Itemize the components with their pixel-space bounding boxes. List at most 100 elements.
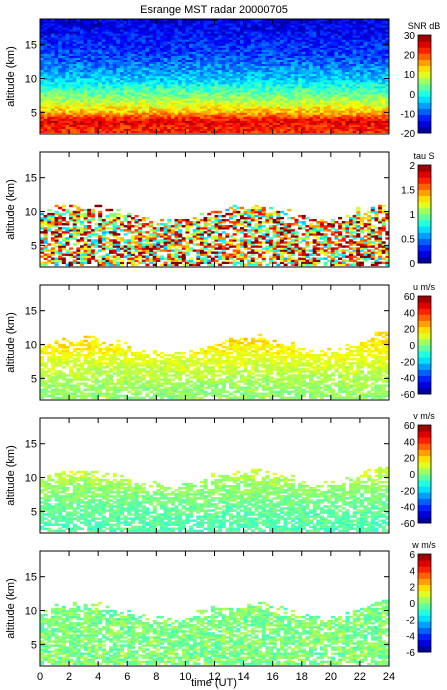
heatmap-cell bbox=[207, 33, 212, 36]
heatmap-cell bbox=[40, 25, 45, 28]
heatmap-cell bbox=[116, 47, 121, 50]
heatmap-cell bbox=[214, 25, 219, 28]
heatmap-cell bbox=[69, 53, 74, 56]
heatmap-cell bbox=[90, 33, 95, 36]
heatmap-cell bbox=[109, 83, 114, 87]
heatmap-cell bbox=[196, 69, 201, 73]
heatmap-cell bbox=[254, 53, 259, 56]
heatmap-cell bbox=[145, 98, 150, 101]
heatmap-cell bbox=[323, 33, 328, 36]
heatmap-cell bbox=[229, 59, 234, 63]
heatmap-cell bbox=[207, 31, 212, 34]
heatmap-cell bbox=[327, 65, 332, 69]
heatmap-cell bbox=[232, 75, 237, 79]
heatmap-cell bbox=[327, 102, 332, 105]
heatmap-cell bbox=[283, 53, 288, 56]
heatmap-cell bbox=[54, 53, 59, 56]
heatmap-cell bbox=[290, 90, 295, 93]
heatmap-cell bbox=[90, 128, 95, 132]
heatmap-cell bbox=[119, 21, 125, 24]
heatmap-cell bbox=[283, 65, 288, 69]
heatmap-cell bbox=[265, 116, 270, 119]
heatmap-cell bbox=[40, 21, 45, 24]
heatmap-cell bbox=[98, 116, 103, 119]
heatmap-cell bbox=[229, 79, 234, 83]
heatmap-cell bbox=[174, 57, 179, 60]
heatmap-cell bbox=[138, 63, 143, 67]
heatmap-cell bbox=[279, 21, 284, 24]
heatmap-cell bbox=[199, 128, 204, 132]
heatmap-cell bbox=[338, 57, 343, 60]
heatmap-cell bbox=[83, 41, 88, 44]
heatmap-cell bbox=[185, 23, 190, 26]
heatmap-cell bbox=[269, 67, 274, 71]
heatmap-cell bbox=[109, 79, 114, 83]
heatmap-cell bbox=[43, 19, 48, 22]
heatmap-cell bbox=[105, 21, 110, 24]
heatmap-cell bbox=[178, 57, 183, 60]
heatmap-cell bbox=[58, 53, 63, 56]
heatmap-cell bbox=[341, 43, 346, 46]
heatmap-cell bbox=[283, 33, 288, 36]
heatmap-cell bbox=[243, 23, 248, 26]
heatmap-cell bbox=[83, 37, 88, 40]
heatmap-cell bbox=[261, 63, 266, 67]
heatmap-cell bbox=[101, 55, 106, 58]
heatmap-cell bbox=[236, 75, 241, 79]
heatmap-cell bbox=[101, 27, 106, 30]
heatmap-cell bbox=[47, 35, 52, 38]
heatmap-cell bbox=[327, 118, 332, 121]
heatmap-cell bbox=[138, 61, 143, 65]
heatmap-cell bbox=[276, 106, 281, 109]
heatmap-cell bbox=[359, 55, 364, 58]
heatmap-cell bbox=[294, 98, 299, 101]
heatmap-cell bbox=[298, 59, 303, 63]
heatmap-cell bbox=[79, 39, 85, 42]
heatmap-cell bbox=[90, 94, 95, 97]
heatmap-cell bbox=[283, 90, 288, 93]
heatmap-cell bbox=[156, 92, 161, 95]
heatmap-cell bbox=[261, 120, 266, 123]
heatmap-cell bbox=[345, 23, 350, 26]
heatmap-cell bbox=[319, 63, 324, 67]
heatmap-cell bbox=[87, 73, 92, 77]
heatmap-cell bbox=[243, 83, 248, 87]
heatmap-cell bbox=[69, 120, 74, 123]
heatmap-cell bbox=[243, 47, 248, 50]
heatmap-cell bbox=[43, 27, 48, 30]
heatmap-cell bbox=[109, 77, 114, 81]
heatmap-cell bbox=[156, 55, 161, 58]
heatmap-cell bbox=[221, 29, 226, 32]
heatmap-cell bbox=[301, 55, 306, 58]
heatmap-cell bbox=[341, 75, 346, 79]
heatmap-cell bbox=[50, 126, 55, 129]
heatmap-cell bbox=[90, 122, 95, 125]
heatmap-cell bbox=[94, 114, 99, 117]
heatmap-cell bbox=[101, 104, 106, 107]
heatmap-cell bbox=[338, 124, 343, 127]
heatmap-cell bbox=[130, 61, 135, 65]
heatmap-cell bbox=[138, 27, 143, 30]
heatmap-cell bbox=[232, 118, 237, 121]
heatmap-cell bbox=[72, 116, 77, 119]
heatmap-cell bbox=[356, 118, 361, 121]
heatmap-cell bbox=[47, 122, 52, 125]
heatmap-cell bbox=[189, 100, 194, 103]
heatmap-cell bbox=[94, 77, 99, 81]
heatmap-cell bbox=[47, 108, 52, 111]
heatmap-cell bbox=[319, 49, 324, 52]
heatmap-cell bbox=[319, 108, 324, 111]
heatmap-cell bbox=[345, 106, 350, 109]
heatmap-cell bbox=[141, 79, 146, 83]
heatmap-cell bbox=[312, 43, 317, 46]
heatmap-cell bbox=[40, 33, 45, 36]
heatmap-cell bbox=[61, 77, 66, 81]
heatmap-cell bbox=[196, 112, 201, 115]
heatmap-cell bbox=[338, 47, 343, 50]
heatmap-cell bbox=[181, 57, 186, 60]
heatmap-cell bbox=[116, 100, 121, 103]
heatmap-cell bbox=[330, 83, 335, 87]
heatmap-cell bbox=[130, 65, 135, 69]
heatmap-cell bbox=[218, 83, 223, 87]
heatmap-cell bbox=[301, 106, 306, 109]
